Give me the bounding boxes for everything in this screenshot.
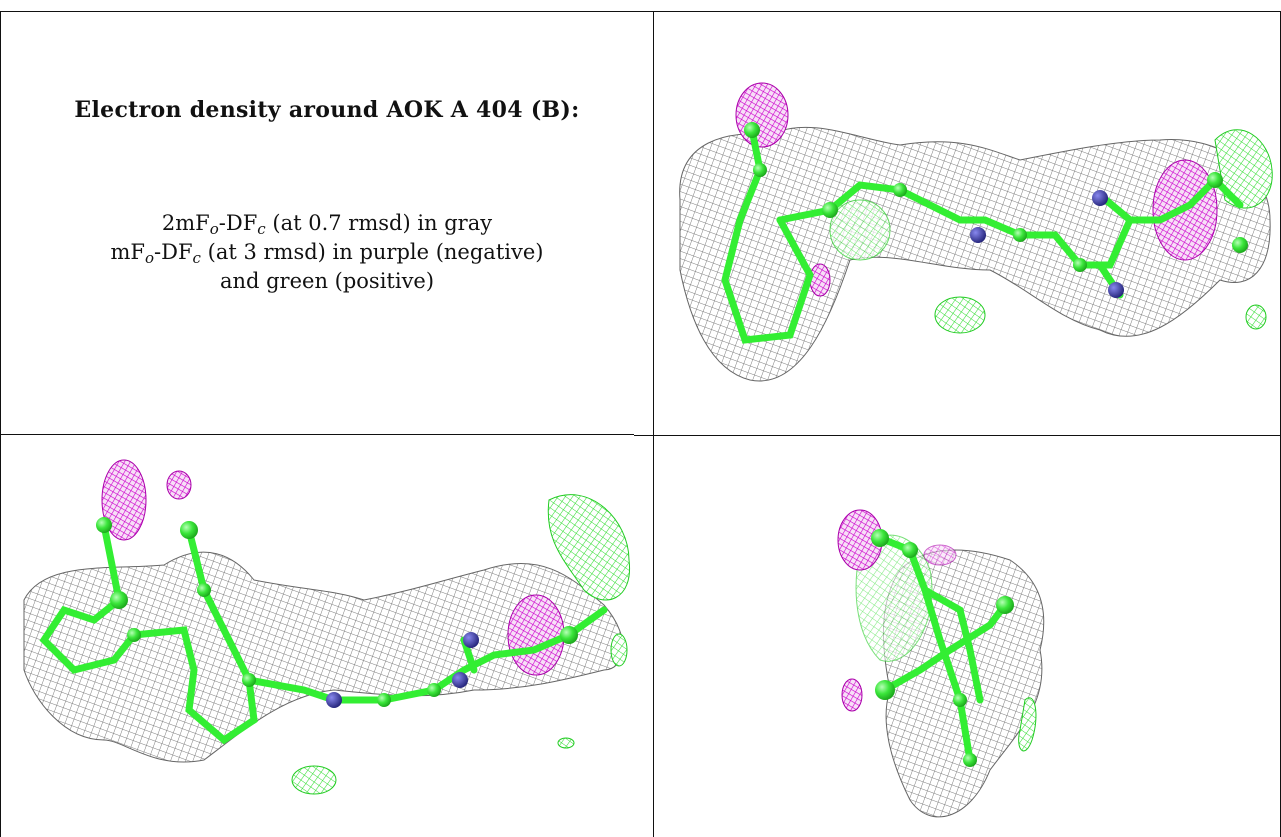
density-map-image bbox=[837, 509, 1045, 818]
table-middle-divider bbox=[653, 11, 654, 837]
caption-cell: Electron density around AOK A 404 (B): 2… bbox=[1, 12, 653, 434]
table-top-border bbox=[0, 11, 1281, 12]
legend-line-green: and green (positive) bbox=[219, 269, 435, 293]
density-map-image bbox=[23, 459, 631, 795]
table-left-border bbox=[0, 11, 1, 837]
table-row-divider-left bbox=[0, 434, 634, 435]
legend-line-fo-fc: mFo-DFc (at 3 rmsd) in purple (negative) bbox=[110, 240, 544, 267]
density-view-bottom-left bbox=[4, 440, 649, 835]
table-row-divider-right bbox=[634, 435, 1281, 436]
legend-text: 2mFo-DFc (at 0.7 rmsd) in gray mFo-DFc (… bbox=[1, 209, 653, 296]
legend-line-2fo-dfc: 2mFo-DFc (at 0.7 rmsd) in gray bbox=[161, 211, 493, 238]
density-map-image bbox=[679, 82, 1273, 382]
density-view-top-right bbox=[660, 20, 1278, 432]
density-view-bottom-right bbox=[660, 440, 1278, 835]
figure-title: Electron density around AOK A 404 (B): bbox=[74, 97, 580, 123]
